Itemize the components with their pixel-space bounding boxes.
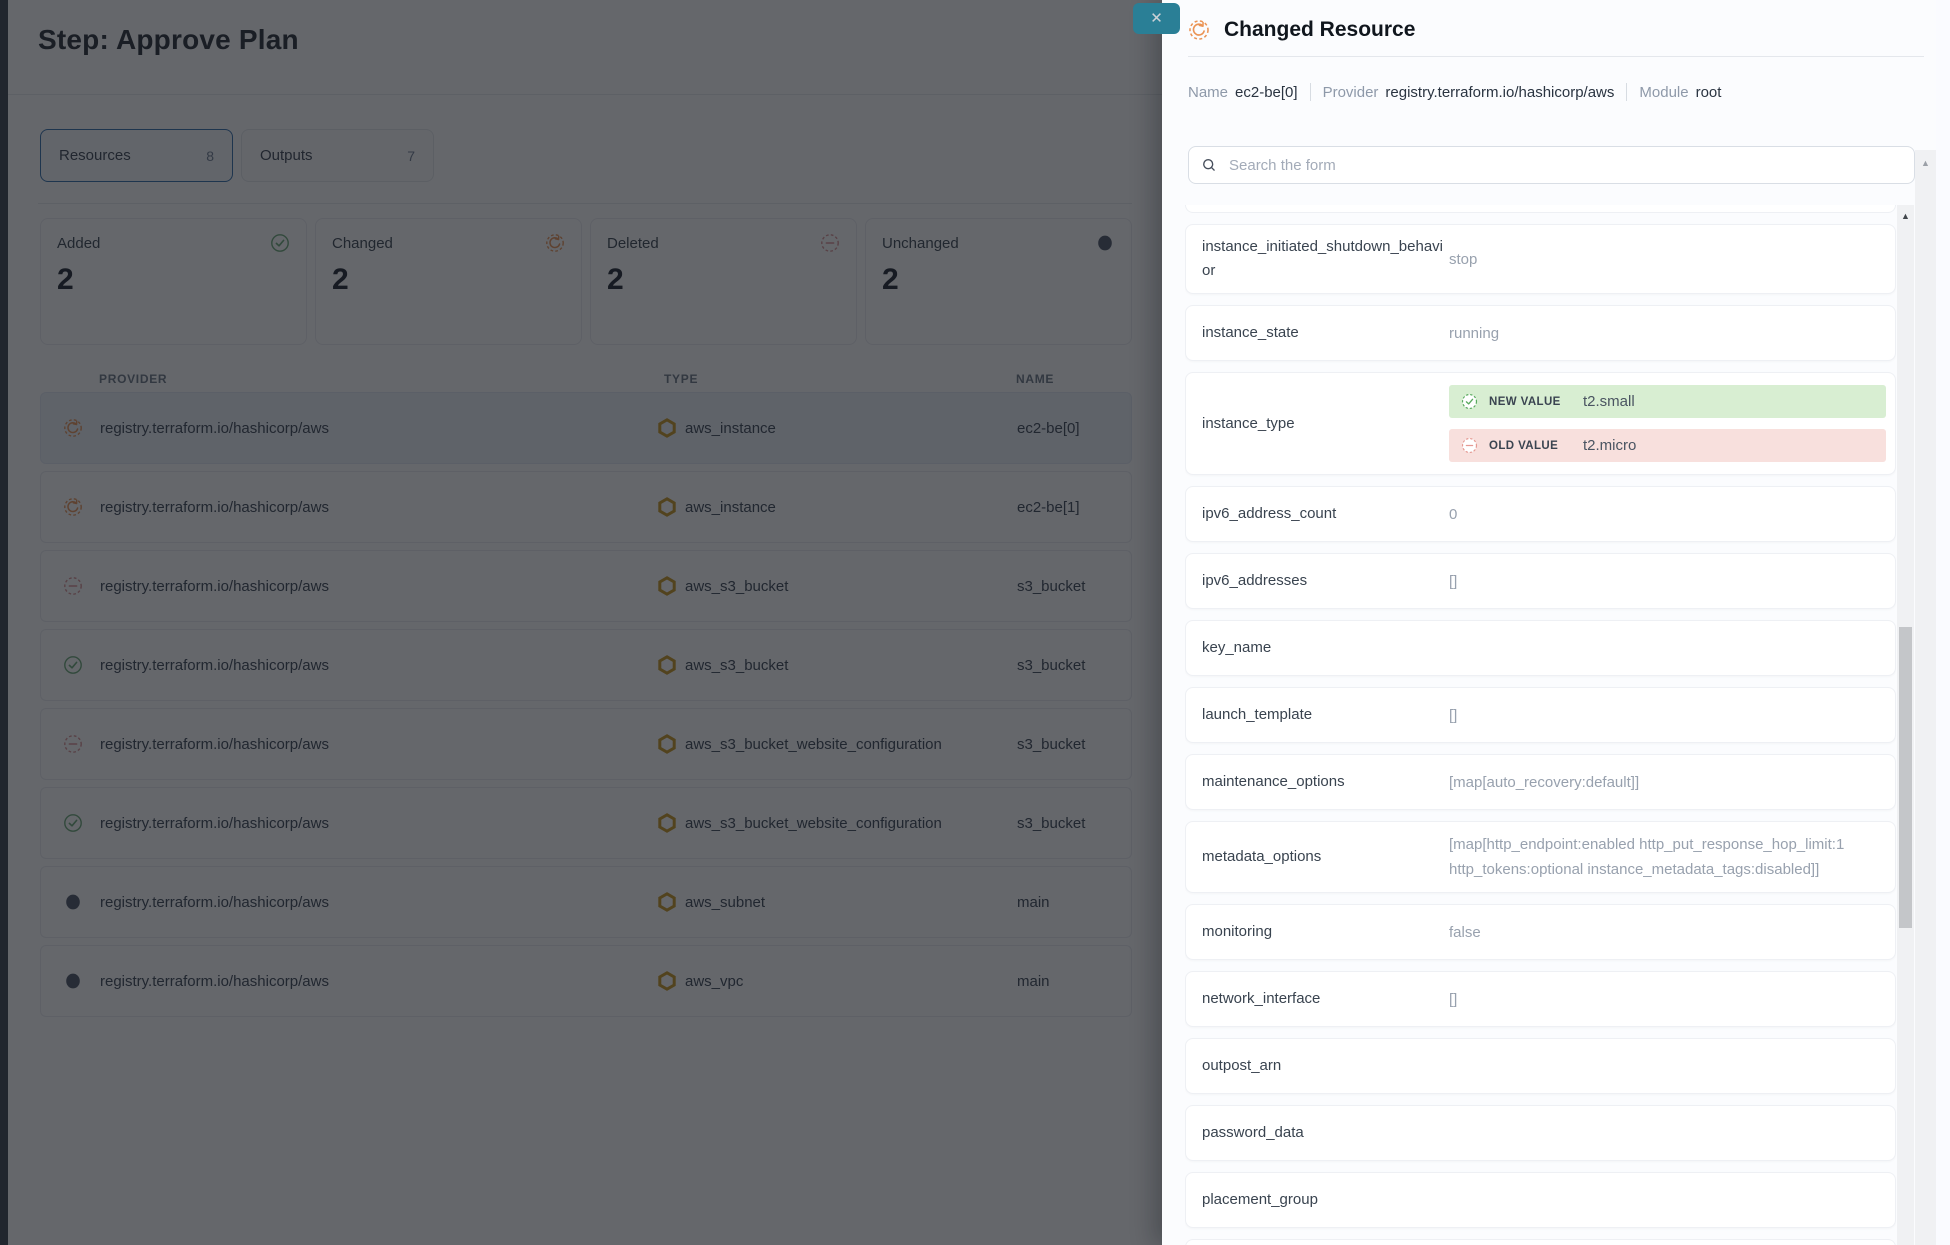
diff-bar-value: t2.micro (1583, 437, 1637, 454)
scroll-up-arrow-icon[interactable]: ▲ (1901, 211, 1910, 221)
list-scrollbar[interactable]: ▲ (1897, 205, 1914, 1245)
changed-icon (1188, 19, 1210, 41)
diff-bar-new-value: NEW VALUE t2.small (1449, 385, 1886, 418)
divider (1626, 83, 1628, 101)
attribute-value: [] (1449, 572, 1458, 590)
attribute-key: placement_group (1202, 1191, 1318, 1208)
meta-label: Provider (1322, 83, 1379, 101)
attribute-row[interactable]: instance_initiated_shutdown_behavior sto… (1185, 224, 1896, 294)
meta-value: registry.terraform.io/hashicorp/aws (1385, 83, 1615, 101)
scroll-up-arrow-icon[interactable]: ▲ (1921, 158, 1930, 168)
attribute-key: outpost_arn (1202, 1057, 1282, 1074)
attribute-key: password_data (1202, 1124, 1304, 1141)
drawer-scrollbar[interactable]: ▲ (1915, 150, 1936, 1245)
attribute-row[interactable]: placement_group (1185, 1172, 1896, 1228)
meta-item: Name ec2-be[0] (1188, 83, 1323, 101)
drawer-close-button[interactable]: ✕ (1133, 3, 1180, 34)
modal-overlay[interactable] (0, 0, 1162, 1245)
divider (1188, 56, 1924, 57)
attribute-key: ipv6_address_count (1202, 505, 1337, 522)
attribute-value: stop (1449, 250, 1478, 268)
attribute-row[interactable]: ipv6_addresses [] (1185, 553, 1896, 609)
attribute-row[interactable]: metadata_options [map[http_endpoint:enab… (1185, 821, 1896, 893)
drawer-right-margin (1936, 0, 1950, 1245)
drawer-title: Changed Resource (1224, 18, 1416, 41)
attribute-value: [map[auto_recovery:default]] (1449, 773, 1640, 791)
old-badge-icon (1461, 437, 1478, 454)
attribute-value: 0 (1449, 505, 1458, 523)
main-panel: Step: Approve Plan Resources 8 Outputs 7… (0, 0, 1162, 1245)
diff-bar-old-value: OLD VALUE t2.micro (1449, 429, 1886, 462)
attribute-row[interactable]: maintenance_options [map[auto_recovery:d… (1185, 754, 1896, 810)
attribute-value: running (1449, 324, 1500, 342)
search-input[interactable] (1227, 155, 1902, 175)
attribute-key: metadata_options (1202, 848, 1322, 865)
drawer-header: Changed Resource (1162, 0, 1950, 56)
attribute-key: maintenance_options (1202, 773, 1345, 790)
scrolled-card-sliver (1185, 1239, 1896, 1245)
scrolled-card-sliver (1185, 205, 1896, 213)
attribute-row[interactable]: instance_state running (1185, 305, 1896, 361)
attribute-key: instance_initiated_shutdown_behavior (1202, 238, 1444, 279)
attribute-row[interactable]: network_interface [] (1185, 971, 1896, 1027)
search-icon (1201, 157, 1217, 173)
attribute-value: [] (1449, 990, 1458, 1008)
attribute-key: network_interface (1202, 990, 1321, 1007)
meta-value: root (1695, 83, 1722, 101)
attribute-value: [map[http_endpoint:enabled http_put_resp… (1449, 836, 1845, 878)
attribute-row[interactable]: ipv6_address_count 0 (1185, 486, 1896, 542)
attribute-key: launch_template (1202, 706, 1313, 723)
diff-bar-label: OLD VALUE (1489, 439, 1559, 452)
attribute-row[interactable]: launch_template [] (1185, 687, 1896, 743)
attribute-row[interactable]: key_name (1185, 620, 1896, 676)
attribute-row[interactable]: instance_type NEW VALUE t2.small OLD VAL… (1185, 372, 1896, 475)
scrollbar-thumb[interactable] (1899, 627, 1912, 928)
attribute-list: instance_initiated_shutdown_behavior sto… (1185, 205, 1896, 1245)
divider (1309, 83, 1311, 101)
attribute-key: instance_state (1202, 324, 1299, 341)
meta-label: Module (1639, 83, 1689, 101)
attribute-value: false (1449, 923, 1481, 941)
meta-item: Provider registry.terraform.io/hashicorp… (1323, 83, 1640, 101)
attribute-key: key_name (1202, 639, 1272, 656)
meta-label: Name (1188, 83, 1229, 101)
meta-item: Module root (1639, 84, 1721, 101)
changed-resource-drawer: ✕ Changed Resource Name ec2-be[0] Provid… (1133, 0, 1950, 1245)
attribute-row[interactable]: outpost_arn (1185, 1038, 1896, 1094)
attribute-value: [] (1449, 706, 1458, 724)
meta-value: ec2-be[0] (1235, 83, 1298, 101)
attribute-row[interactable]: monitoring false (1185, 904, 1896, 960)
resource-meta: Name ec2-be[0] Provider registry.terrafo… (1162, 57, 1950, 101)
diff-bar-label: NEW VALUE (1489, 395, 1561, 408)
attribute-key: ipv6_addresses (1202, 572, 1308, 589)
attribute-row[interactable]: password_data (1185, 1105, 1896, 1161)
diff-bar-value: t2.small (1583, 393, 1635, 410)
close-icon: ✕ (1150, 10, 1163, 27)
attribute-key: monitoring (1202, 923, 1273, 940)
attribute-diff: NEW VALUE t2.small OLD VALUE t2.micro (1449, 383, 1886, 464)
new-badge-icon (1461, 393, 1478, 410)
search-bar (1188, 146, 1915, 184)
attribute-key: instance_type (1202, 414, 1295, 432)
